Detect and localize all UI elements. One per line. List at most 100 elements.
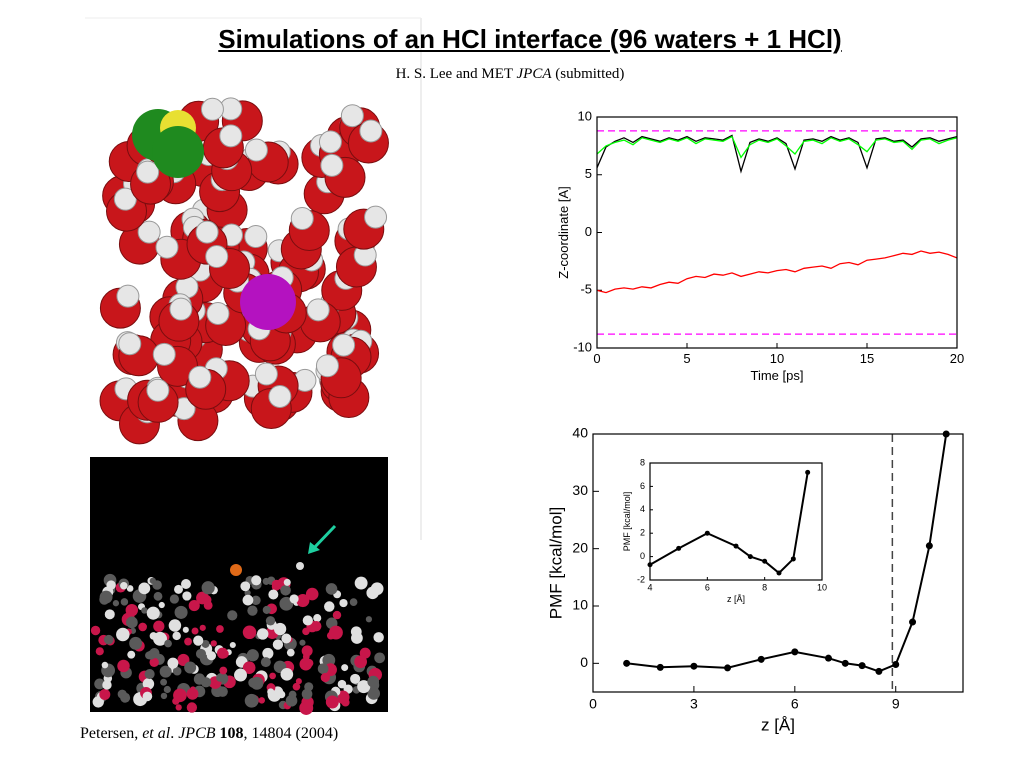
- hydrogen-atom: [118, 332, 142, 356]
- atom: [142, 678, 155, 690]
- y-axis-label: Z-coordinate [A]: [556, 186, 571, 279]
- hydrogen-atom: [195, 220, 219, 244]
- y-tick-label: 30: [572, 482, 588, 498]
- atom: [271, 579, 282, 590]
- cl-atom: [152, 126, 204, 178]
- atom: [304, 682, 314, 692]
- atom: [153, 591, 163, 601]
- atom: [103, 634, 114, 645]
- atom: [279, 596, 294, 611]
- atom: [95, 647, 104, 656]
- marker: [925, 542, 933, 550]
- atom: [354, 655, 367, 669]
- atom: [311, 621, 322, 632]
- atom: [268, 589, 279, 600]
- citation: Petersen, et al. JPCB 108, 14804 (2004): [80, 725, 339, 742]
- atom: [210, 640, 217, 647]
- atom: [339, 598, 348, 608]
- atom: [296, 562, 304, 570]
- atom: [299, 639, 306, 646]
- plot-frame: [592, 433, 964, 693]
- atom: [262, 605, 271, 614]
- atom: [272, 639, 284, 650]
- x-tick-label: 20: [950, 351, 964, 366]
- y-tick-label: 0: [640, 551, 645, 561]
- atom: [181, 578, 191, 589]
- atom: [242, 661, 256, 675]
- atom: [126, 585, 134, 592]
- atom: [286, 648, 295, 657]
- hydrogen-atom: [206, 301, 230, 325]
- atom: [141, 607, 148, 614]
- atom: [229, 641, 236, 649]
- series-line: [626, 434, 948, 673]
- atom: [354, 576, 368, 590]
- atom: [163, 685, 171, 694]
- atom: [281, 633, 292, 644]
- atom: [244, 693, 259, 708]
- marker: [790, 556, 796, 562]
- y-axis-label: PMF [kcal/mol]: [547, 507, 566, 619]
- atom: [301, 645, 313, 657]
- y-tick-label: 6: [640, 481, 645, 491]
- y-tick-label: 2: [640, 528, 645, 538]
- atom: [174, 605, 188, 619]
- atom: [216, 625, 224, 633]
- atom: [149, 647, 160, 659]
- atom: [357, 680, 371, 694]
- hydrogen-atom: [137, 220, 161, 244]
- atom: [302, 627, 310, 636]
- hydrogen-atom: [254, 362, 278, 386]
- atom: [102, 680, 112, 690]
- hydrogen-atom: [332, 333, 356, 357]
- et-al: et al: [142, 725, 171, 742]
- atom: [99, 590, 113, 604]
- y-tick-label: 10: [578, 108, 592, 123]
- marker: [892, 660, 900, 668]
- atom: [158, 601, 165, 609]
- atom: [99, 688, 111, 700]
- atom: [262, 647, 274, 659]
- atom: [292, 682, 301, 691]
- atom: [277, 690, 286, 699]
- hydrogen-atom: [155, 235, 179, 259]
- atom: [191, 627, 199, 635]
- atom: [240, 581, 251, 592]
- marker: [724, 664, 732, 672]
- atom: [169, 594, 180, 604]
- atom: [167, 657, 179, 669]
- x-tick-label: 10: [770, 351, 784, 366]
- y-tick-label: -5: [580, 282, 592, 297]
- authors: H. S. Lee and MET: [395, 66, 513, 82]
- atom: [267, 688, 275, 696]
- marker: [776, 570, 782, 576]
- hydrogen-atom: [268, 384, 292, 408]
- chart: 4 6 8 10 -2 0 2 4 6 8 z [Å] PMF [kcal/mol]: [620, 453, 832, 622]
- atom: [251, 595, 261, 605]
- atom: [296, 593, 310, 608]
- atom: [324, 601, 335, 612]
- atom: [320, 672, 330, 683]
- atom: [153, 631, 167, 646]
- y-tick-label: 8: [640, 457, 645, 467]
- atom: [117, 689, 127, 699]
- marker: [623, 659, 631, 667]
- atom: [146, 606, 160, 620]
- atom: [117, 659, 130, 673]
- marker: [791, 648, 799, 656]
- subtitle: H. S. Lee and MET JPCA (submitted): [0, 66, 1020, 83]
- atom: [94, 678, 105, 690]
- x-tick-label: 6: [705, 582, 710, 592]
- series-line: [597, 250, 957, 294]
- atom: [332, 610, 342, 620]
- atom: [299, 701, 314, 715]
- x-axis-label: Time [ps]: [751, 368, 804, 383]
- atom: [260, 657, 271, 668]
- atom: [175, 704, 182, 711]
- hydrogen-atom: [219, 124, 243, 148]
- atom: [112, 600, 120, 607]
- atom: [193, 635, 204, 646]
- volume: 108: [219, 725, 244, 742]
- atom: [288, 690, 297, 699]
